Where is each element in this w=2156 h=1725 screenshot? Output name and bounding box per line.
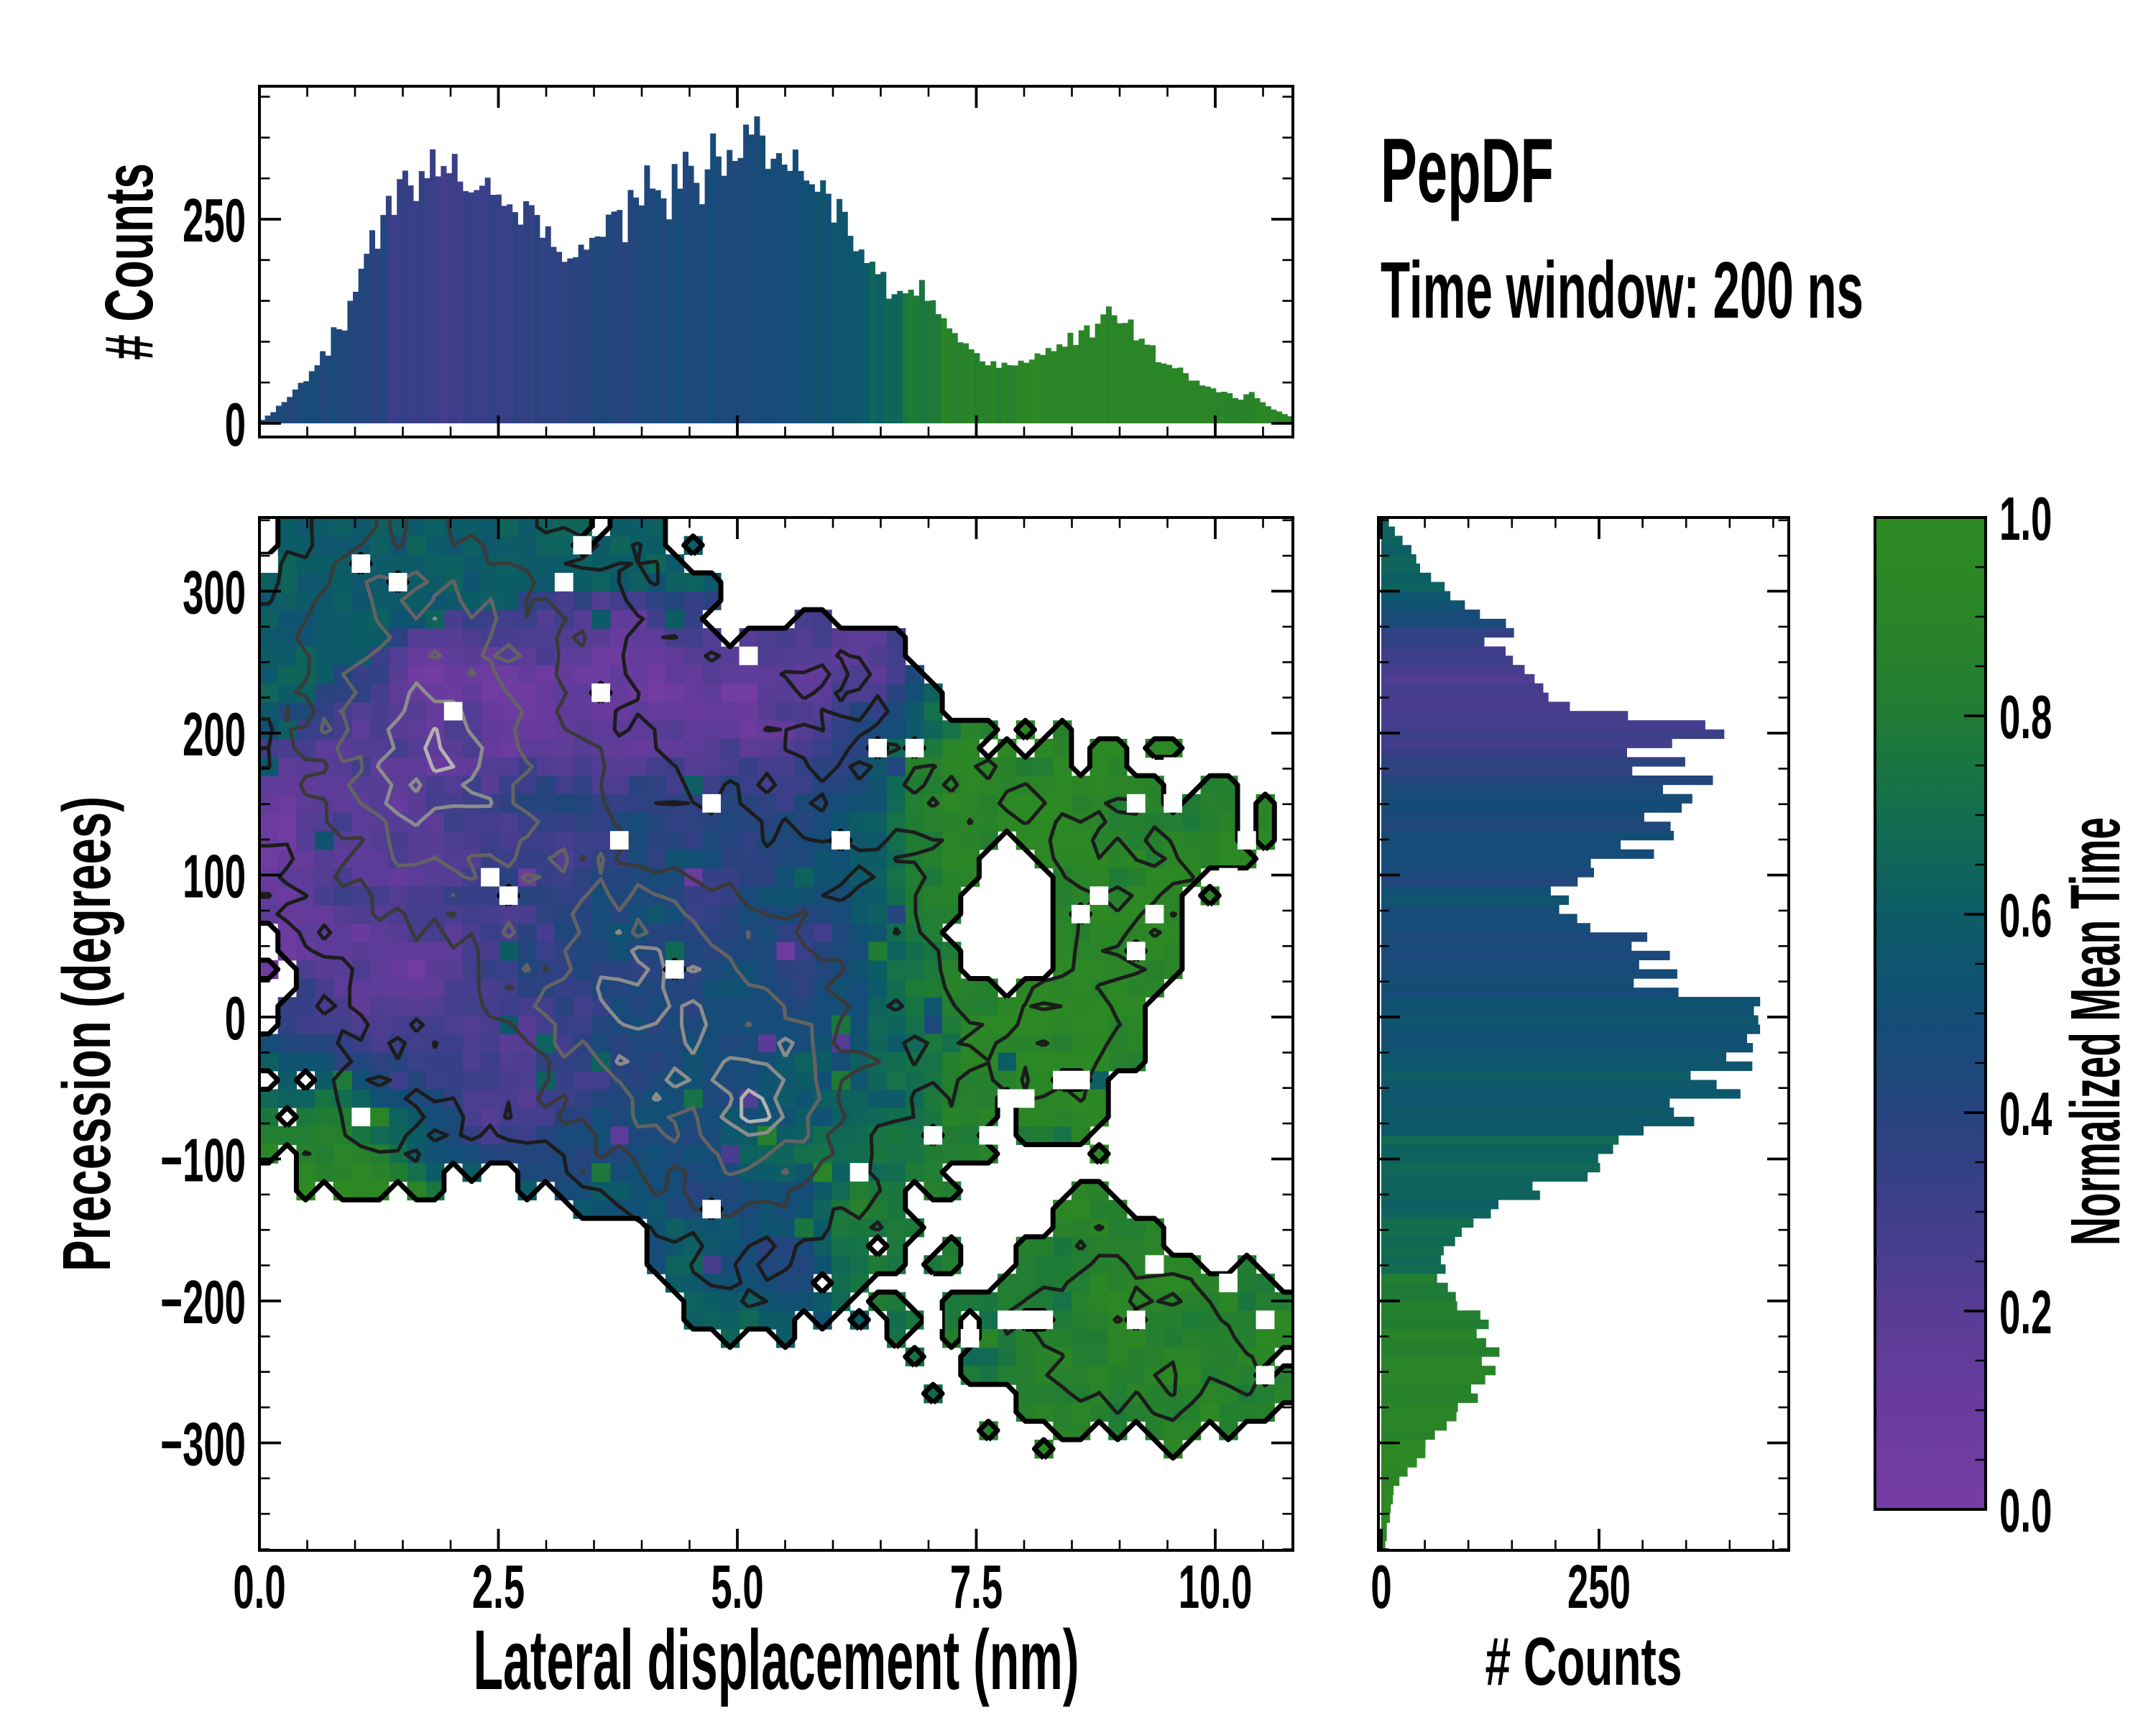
svg-text:Time window: 200 ns: Time window: 200 ns [1381,246,1864,335]
svg-text:0.4: 0.4 [1999,1080,2052,1149]
svg-text:−300: −300 [160,1411,246,1479]
svg-text:0.6: 0.6 [1999,882,2052,950]
svg-text:250: 250 [183,187,246,255]
svg-text:0.2: 0.2 [1999,1279,2052,1347]
svg-text:7.5: 7.5 [950,1553,1003,1622]
svg-text:0: 0 [225,985,246,1053]
svg-text:100: 100 [183,843,246,911]
svg-text:PepDF: PepDF [1381,119,1554,221]
svg-text:5.0: 5.0 [711,1553,763,1622]
svg-text:200: 200 [183,701,246,769]
svg-text:# Counts: # Counts [1485,1624,1682,1700]
svg-text:0.8: 0.8 [1999,684,2052,752]
svg-text:0.0: 0.0 [1999,1477,2052,1545]
svg-text:0.0: 0.0 [233,1553,285,1622]
svg-text:2.5: 2.5 [472,1553,525,1622]
svg-text:300: 300 [183,559,246,627]
svg-text:Precession (degrees): Precession (degrees) [49,796,125,1271]
svg-text:Normalized Mean Time: Normalized Mean Time [2056,817,2134,1246]
svg-text:−200: −200 [160,1269,246,1337]
svg-text:250: 250 [1567,1553,1631,1622]
svg-text:0: 0 [1370,1553,1391,1622]
svg-text:# Counts: # Counts [91,163,167,360]
svg-text:1.0: 1.0 [1999,485,2052,553]
svg-text:−100: −100 [160,1127,246,1195]
svg-text:10.0: 10.0 [1179,1553,1253,1622]
svg-text:Lateral displacement (nm): Lateral displacement (nm) [474,1613,1079,1708]
svg-text:0: 0 [225,391,246,459]
